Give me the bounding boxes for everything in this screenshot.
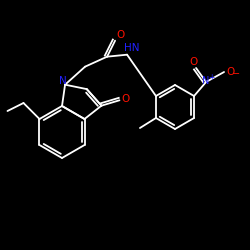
Text: N: N: [59, 76, 67, 86]
Text: −: −: [232, 69, 240, 79]
Text: O: O: [226, 67, 234, 77]
Text: N: N: [202, 76, 210, 86]
Text: HN: HN: [124, 43, 140, 53]
Text: O: O: [189, 57, 197, 67]
Text: O: O: [121, 94, 130, 104]
Text: O: O: [116, 30, 124, 40]
Text: +: +: [208, 72, 214, 82]
